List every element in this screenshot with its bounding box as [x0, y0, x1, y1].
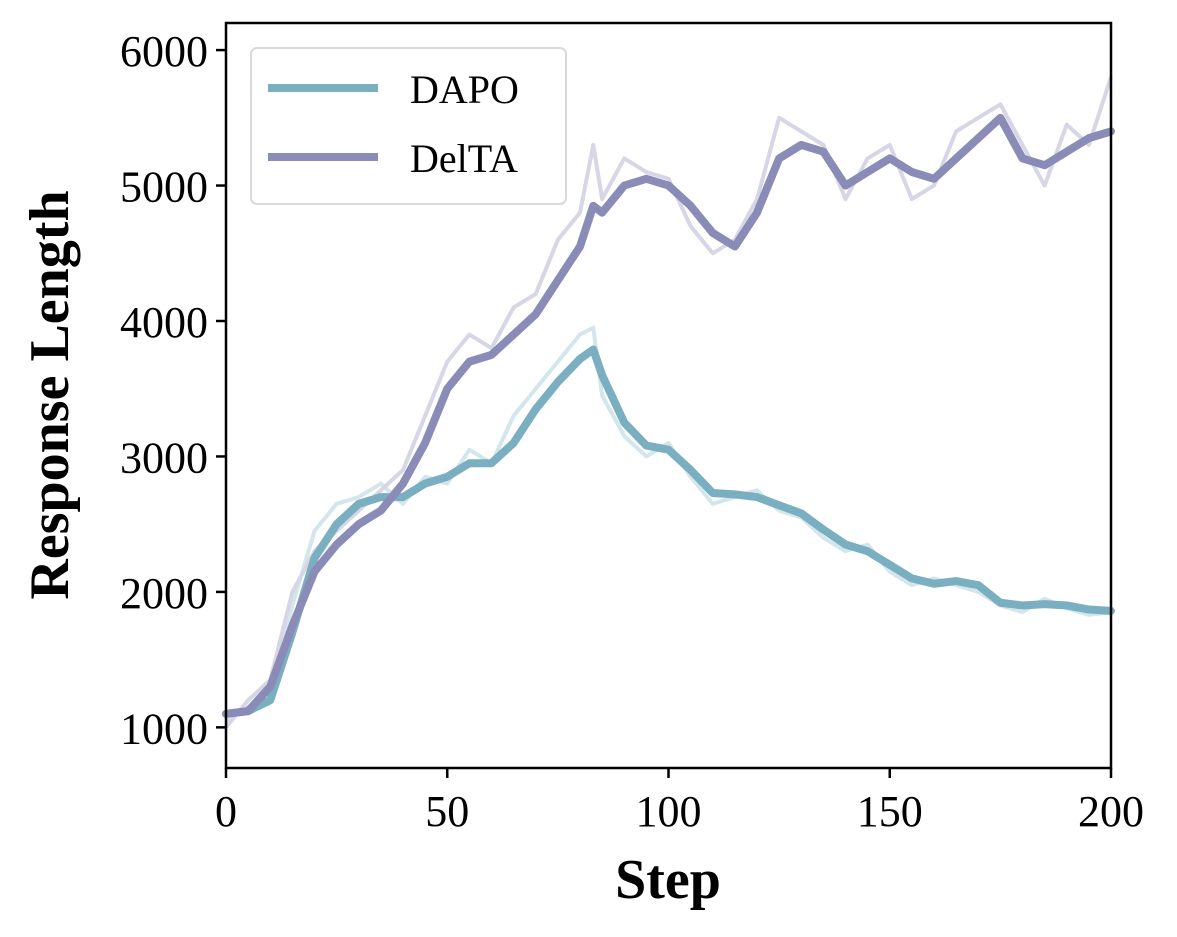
raw-line-delta — [224, 76, 1113, 729]
x-tick-label: 200 — [1078, 787, 1144, 836]
y-tick-label: 2000 — [120, 569, 208, 618]
y-tick-label: 1000 — [120, 704, 208, 753]
x-tick-label: 0 — [215, 787, 237, 836]
y-tick-label: 3000 — [120, 433, 208, 482]
y-tick-label: 5000 — [120, 163, 208, 212]
y-tick-label: 6000 — [120, 27, 208, 76]
legend-label-dapo: DAPO — [410, 67, 519, 112]
y-tick-label: 4000 — [120, 298, 208, 347]
x-tick-label: 100 — [636, 787, 702, 836]
x-axis-ticks: 0 50 100 150 200 — [215, 768, 1144, 836]
x-axis-title: Step — [615, 849, 721, 911]
x-tick-label: 150 — [857, 787, 923, 836]
legend-label-delta: DelTA — [410, 136, 518, 181]
x-tick-label: 50 — [425, 787, 469, 836]
smoothed-line-dapo — [222, 345, 1115, 718]
smoothed-series-lines — [222, 113, 1115, 718]
smoothed-line-delta — [222, 113, 1115, 718]
y-axis-ticks: 1000 2000 3000 4000 5000 6000 — [120, 27, 226, 753]
y-axis-title: Response Length — [19, 190, 81, 599]
legend: DAPO DelTA — [250, 47, 567, 205]
